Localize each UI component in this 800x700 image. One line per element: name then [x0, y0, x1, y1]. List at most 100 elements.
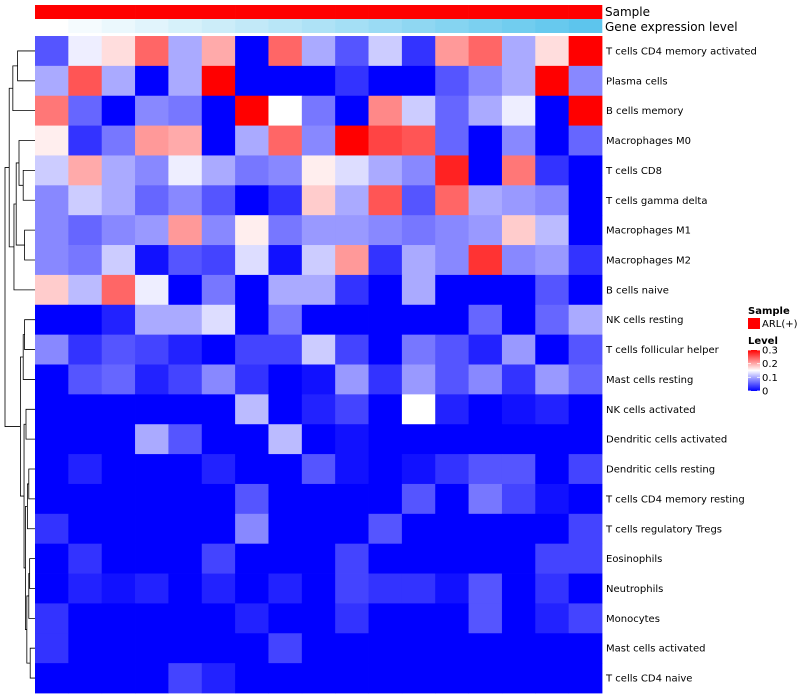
heatmap-cell	[468, 483, 503, 515]
heatmap-cell	[168, 215, 203, 246]
heatmap-cell	[368, 663, 403, 694]
heatmap-cell	[135, 185, 169, 216]
heatmap-cell	[168, 65, 203, 97]
heatmap-cell	[335, 245, 369, 276]
heatmap-cell	[135, 663, 169, 694]
heatmap-cell	[135, 633, 169, 664]
heatmap-cell	[268, 513, 303, 545]
expression-annotation-cell	[135, 19, 169, 33]
heatmap-cell	[335, 95, 369, 126]
dendrogram-branch	[4, 167, 21, 427]
heatmap-cell	[401, 663, 436, 694]
heatmap-cell	[201, 633, 236, 664]
heatmap-cell	[368, 155, 403, 186]
row-label: Macrophages M0	[606, 136, 691, 147]
heatmap-cell	[168, 424, 203, 455]
heatmap-cell	[101, 424, 136, 455]
heatmap-cell	[368, 454, 403, 485]
heatmap-cell	[68, 274, 103, 306]
heatmap-cell	[168, 543, 203, 574]
heatmap-cell	[68, 573, 103, 604]
heatmap-cell	[368, 364, 403, 395]
heatmap-cell	[401, 573, 436, 604]
heatmap-cell	[368, 185, 403, 216]
heatmap-cell	[235, 364, 269, 395]
heatmap-cell	[235, 274, 269, 306]
heatmap-cell	[101, 274, 136, 306]
heatmap-cell	[101, 95, 136, 126]
heatmap-cell	[301, 95, 336, 126]
heatmap-cell	[535, 454, 570, 485]
heatmap-cell	[101, 603, 136, 634]
heatmap-cell	[468, 424, 503, 455]
heatmap-cell	[301, 274, 336, 306]
row-label: Dendritic cells resting	[606, 465, 715, 476]
heatmap-cell	[68, 334, 103, 365]
heatmap-cell	[501, 95, 536, 126]
row-label: NK cells activated	[606, 405, 696, 416]
heatmap-cell	[368, 603, 403, 634]
heatmap-cell	[301, 125, 336, 156]
dendrogram-branch	[17, 50, 35, 82]
heatmap-cell	[135, 304, 169, 336]
heatmap-cell	[535, 274, 570, 306]
heatmap-cell	[35, 36, 69, 67]
heatmap-cell	[135, 65, 169, 97]
heatmap-cell	[235, 36, 269, 67]
heatmap-cell	[568, 513, 603, 545]
heatmap-cell	[335, 274, 369, 306]
heatmap-cell	[168, 274, 203, 306]
heatmap-cell	[268, 603, 303, 634]
heatmap-cell	[135, 513, 169, 545]
heatmap-cell	[468, 155, 503, 186]
heatmap-cell	[268, 424, 303, 455]
heatmap-cell	[435, 603, 469, 634]
heatmap-cell	[235, 125, 269, 156]
heatmap-cell	[435, 215, 469, 246]
heatmap-cell	[301, 155, 336, 186]
heatmap-cell	[501, 663, 536, 694]
heatmap-cell	[335, 65, 369, 97]
row-label: Macrophages M2	[606, 256, 691, 267]
heatmap-cell	[35, 274, 69, 306]
heatmap-cell	[435, 543, 469, 574]
heatmap-cell	[468, 513, 503, 545]
heatmap-cell	[535, 334, 570, 365]
heatmap-cell	[468, 573, 503, 604]
heatmap-cell	[335, 185, 369, 216]
heatmap-cell	[501, 215, 536, 246]
heatmap-cell	[368, 274, 403, 306]
dendrogram-branch	[25, 408, 35, 440]
heatmap-cell	[468, 304, 503, 336]
heatmap-cell	[468, 603, 503, 634]
heatmap-cell	[201, 663, 236, 694]
heatmap-cell	[501, 454, 536, 485]
sample-annotation-cell	[168, 5, 203, 19]
heatmap-cell	[568, 394, 603, 425]
row-label: T cells CD4 memory resting	[605, 494, 745, 505]
heatmap-cell	[35, 543, 69, 574]
heatmap-cell	[401, 633, 436, 664]
heatmap-cell	[268, 663, 303, 694]
heatmap-cell	[435, 633, 469, 664]
heatmap-cell	[101, 304, 136, 336]
heatmap-cell	[68, 36, 103, 67]
sample-annotation-cell	[435, 5, 469, 19]
expression-annotation-cell	[301, 19, 336, 33]
heatmap-cell	[135, 274, 169, 306]
heatmap-cell	[368, 65, 403, 97]
heatmap-cell	[35, 155, 69, 186]
heatmap-cell	[101, 185, 136, 216]
heatmap-cell	[268, 65, 303, 97]
expression-annotation-cell	[401, 19, 436, 33]
heatmap-cell	[568, 155, 603, 186]
heatmap-cell	[168, 603, 203, 634]
heatmap-cell	[501, 125, 536, 156]
heatmap-cell	[268, 483, 303, 515]
expression-annotation-cell	[201, 19, 236, 33]
heatmap-cell	[35, 513, 69, 545]
heatmap-cell	[301, 334, 336, 365]
heatmap-cell	[368, 633, 403, 664]
heatmap-cell	[301, 513, 336, 545]
